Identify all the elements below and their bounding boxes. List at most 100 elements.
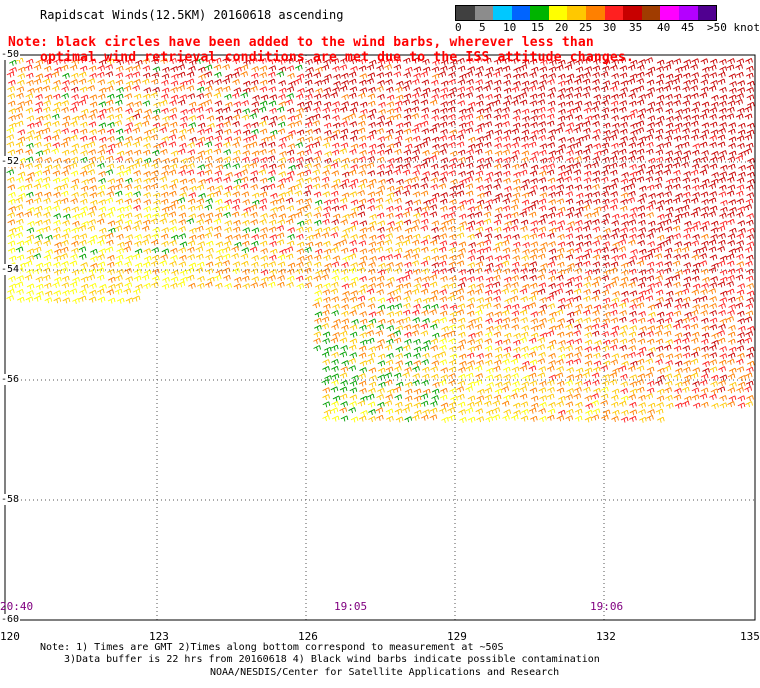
wind-barb [367, 114, 375, 121]
wind-barb [457, 65, 466, 72]
wind-barb [457, 92, 465, 99]
wind-barb [62, 115, 71, 122]
wind-barb [664, 247, 673, 254]
wind-barb [656, 66, 664, 73]
wind-barb [440, 143, 448, 150]
wind-barb [366, 162, 375, 169]
wind-barb [531, 129, 539, 136]
wind-barb [475, 100, 484, 107]
wind-barb [511, 86, 520, 93]
wind-barb [376, 275, 385, 282]
wind-barb [582, 204, 591, 211]
wind-barb [511, 387, 520, 394]
wind-barb [583, 295, 591, 302]
wind-barb [286, 275, 295, 282]
wind-barb [729, 81, 737, 88]
wind-barb [16, 275, 25, 282]
wind-barb [736, 261, 745, 268]
wind-barb [556, 358, 564, 365]
wind-barb [421, 379, 429, 387]
wind-barb [656, 388, 665, 395]
wind-barb [601, 100, 609, 107]
wind-barb [718, 359, 727, 366]
wind-barb [539, 143, 548, 150]
wind-barb [657, 221, 665, 228]
wind-barb [465, 71, 473, 78]
wind-barb [180, 158, 188, 165]
wind-barb [557, 269, 566, 276]
wind-barb [647, 241, 655, 248]
wind-barb [240, 64, 249, 71]
wind-barb [449, 87, 458, 94]
wind-barb [681, 211, 690, 218]
wind-barb [574, 323, 582, 330]
wind-barb [249, 141, 258, 148]
wind-barb [313, 191, 322, 198]
wind-barb [170, 255, 178, 262]
wind-barb [395, 94, 404, 101]
wind-barb [222, 253, 231, 260]
wind-barb [530, 122, 538, 129]
wind-barb [224, 136, 233, 143]
wind-barb [493, 289, 501, 296]
wind-barb [646, 352, 654, 359]
wind-barb [115, 198, 124, 205]
wind-barb [385, 58, 394, 65]
wind-barb [709, 282, 718, 289]
wind-barb [376, 240, 385, 247]
wind-barb [196, 57, 204, 64]
wind-barb [611, 142, 619, 149]
wind-barb [294, 78, 303, 85]
wind-barb [736, 198, 745, 205]
wind-barb [474, 127, 483, 134]
wind-barb [303, 267, 312, 274]
wind-barb [269, 248, 278, 255]
wind-barb [225, 234, 233, 241]
wind-barb [493, 58, 502, 65]
wind-barb [384, 400, 393, 407]
wind-barb [719, 150, 727, 157]
wind-barb [324, 151, 332, 158]
wind-barb [240, 92, 249, 99]
legend-label: 10 [503, 21, 517, 34]
wind-barb [429, 295, 438, 302]
wind-barb [620, 199, 628, 206]
wind-barb [618, 246, 626, 253]
wind-barb [440, 164, 449, 171]
wind-barb [403, 107, 412, 114]
wind-barb [386, 262, 394, 269]
wind-barb [584, 219, 592, 227]
wind-barb [700, 303, 709, 310]
wind-barb [304, 226, 313, 233]
wind-barb [620, 80, 629, 87]
wind-barb [294, 64, 303, 71]
wind-barb [573, 358, 582, 365]
wind-barb [115, 79, 124, 86]
wind-barb [683, 366, 691, 373]
wind-barb [538, 218, 546, 225]
wind-barb [656, 318, 665, 325]
wind-barb [142, 114, 151, 121]
wind-barb [458, 331, 466, 338]
legend-swatch [660, 6, 679, 20]
wind-barb [548, 374, 557, 381]
wind-barb [727, 331, 736, 338]
wind-barb [511, 211, 519, 218]
wind-barb [42, 78, 51, 85]
wind-barb [637, 198, 645, 205]
wind-barb [89, 129, 97, 136]
wind-barb [80, 143, 89, 150]
wind-barb [556, 401, 564, 408]
wind-barb [359, 101, 368, 108]
wind-barb [673, 345, 682, 352]
wind-barb [619, 338, 628, 345]
wind-barb [34, 163, 43, 170]
wind-barb [79, 128, 88, 135]
wind-barb [612, 227, 620, 234]
wind-barb [664, 323, 672, 330]
wind-barb [456, 141, 465, 148]
wind-barb [386, 108, 395, 115]
wind-barb [432, 59, 440, 66]
wind-barb [323, 59, 332, 66]
legend-swatch [493, 6, 512, 20]
